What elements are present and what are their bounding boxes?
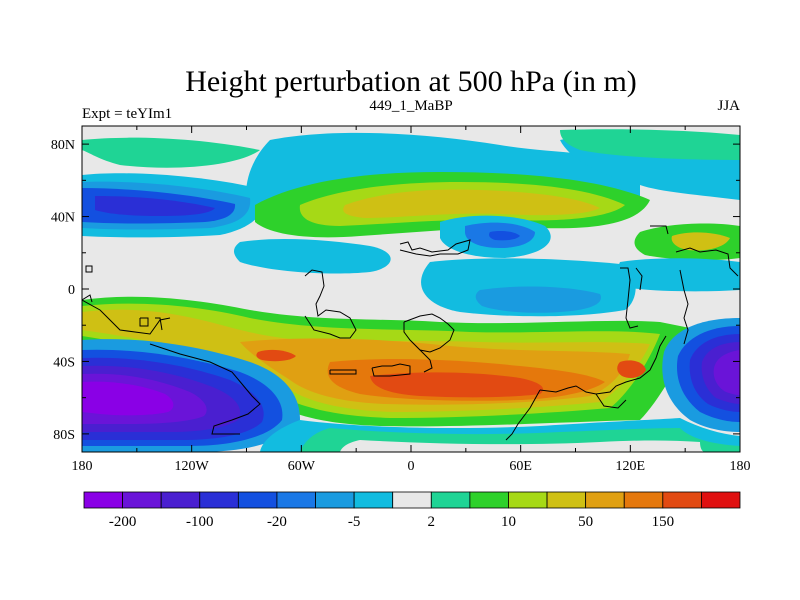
field-region-pos-north-3: [343, 189, 600, 218]
run-id-label: 449_1_MaBP: [369, 98, 452, 114]
y-axis: 80N 40N 0 40S 80S: [51, 138, 740, 443]
colorbar-label: -20: [267, 514, 287, 530]
colorbar-label: -100: [186, 514, 214, 530]
colorbar-label: 10: [501, 514, 516, 530]
colorbar-swatch: [469, 491, 509, 509]
colorbar-swatch: [315, 491, 355, 509]
y-tick-label: 80N: [51, 138, 75, 153]
colorbar-swatch: [662, 491, 702, 509]
field-region-pos-south-red-east: [617, 360, 646, 378]
field-region-pos-east-2: [671, 232, 730, 251]
contour-field: [82, 126, 740, 452]
colorbar-swatch: [353, 491, 394, 509]
field-region-tropic-blue-center: [475, 286, 601, 313]
colorbar-label: 2: [428, 514, 436, 530]
x-tick-label: 0: [408, 459, 415, 474]
colorbar-swatch: [237, 491, 278, 509]
x-tick-label: 180: [72, 459, 93, 474]
colorbar-label: 150: [652, 514, 675, 530]
colorbar-swatch: [199, 491, 239, 509]
field-region-arctic-green: [82, 137, 260, 168]
coastlines: [82, 225, 739, 441]
colorbar-swatch: [701, 491, 741, 509]
x-tick-label: 180: [730, 459, 751, 474]
field-region-arctic-green-east: [560, 129, 740, 160]
experiment-label: Expt = teYIm1: [82, 106, 172, 122]
colorbar-swatch: [160, 491, 201, 509]
colorbar-swatch: [623, 491, 664, 509]
field-region-south-polar-white: [340, 440, 705, 452]
y-tick-label: 40S: [53, 355, 75, 370]
colorbar-label: -5: [348, 514, 361, 530]
colorbar: -200 -100 -20 -5 2 10 50 150: [83, 491, 741, 530]
field-region-pos-south-red-orange: [370, 372, 544, 398]
field-region-neg-south-west-6: [82, 381, 174, 416]
field-region-tropic-cyan-left: [234, 239, 391, 274]
colorbar-swatch: [276, 491, 316, 509]
field-region-neg-north-west-4: [95, 196, 215, 216]
colorbar-label: -200: [109, 514, 137, 530]
x-tick-label: 60W: [288, 459, 316, 474]
colorbar-swatch: [392, 491, 432, 509]
field-region-tropic-cyan-right: [618, 258, 740, 292]
field-region-neg-center-3: [489, 231, 520, 241]
x-tick-label: 120W: [175, 459, 210, 474]
chart-title: Height perturbation at 500 hPa (in m): [185, 65, 637, 98]
y-tick-label: 80S: [53, 428, 75, 443]
field-region-pos-south-red-west: [256, 349, 296, 362]
season-label: JJA: [717, 98, 740, 114]
colorbar-swatch: [83, 491, 123, 509]
colorbar-label: 50: [578, 514, 593, 530]
colorbar-swatch: [508, 491, 548, 509]
colorbar-swatch: [585, 491, 625, 509]
x-tick-label: 120E: [616, 459, 646, 474]
colorbar-swatch: [430, 491, 471, 509]
x-axis: 180 120W 60W 0 60E 120E 180: [72, 126, 751, 474]
x-tick-label: 60E: [509, 459, 532, 474]
colorbar-swatch: [546, 491, 587, 509]
y-tick-label: 40N: [51, 211, 75, 226]
y-tick-label: 0: [68, 283, 75, 298]
colorbar-swatch: [122, 491, 162, 509]
